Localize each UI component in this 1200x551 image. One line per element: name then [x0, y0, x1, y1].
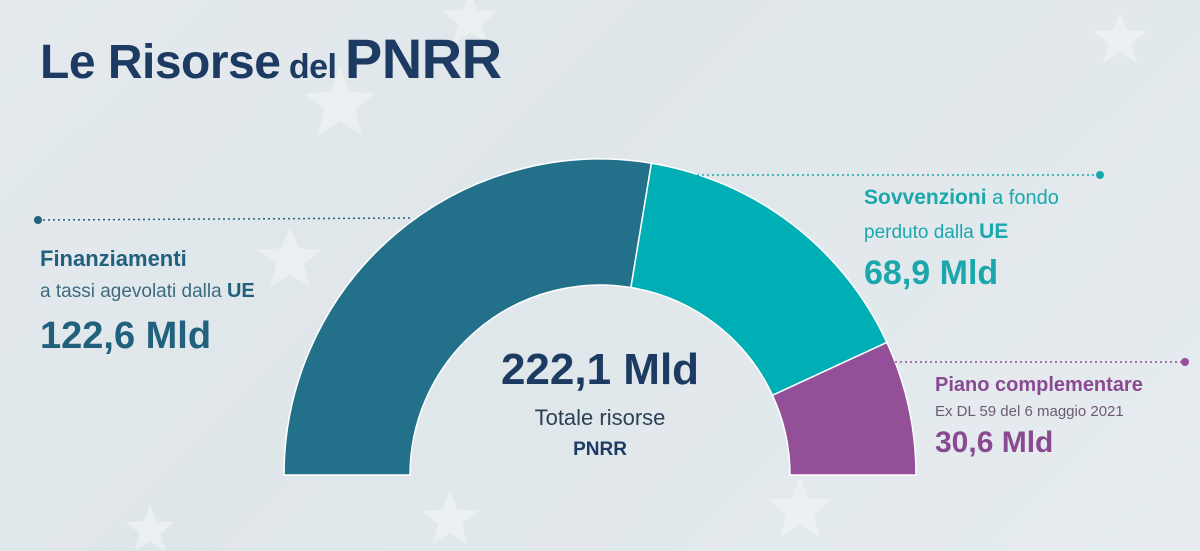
star-icon [767, 476, 833, 538]
total-label-line1: Totale risorse [534, 405, 666, 430]
fin-title: Finanziamenti [40, 246, 187, 271]
sov-title: Sovvenzioni a fondo [864, 186, 1059, 210]
leader-dot-sovvenzioni [1096, 171, 1104, 179]
label-piano-complementare: Piano complementare Ex DL 59 del 6 maggi… [935, 374, 1143, 460]
label-sovvenzioni: Sovvenzioni a fondo perduto dalla UE 68,… [864, 186, 1059, 293]
page-title: Le Risorse del PNRR [40, 26, 502, 91]
sov-subtitle-ue: UE [979, 220, 1009, 243]
fin-subtitle-ue: UE [226, 280, 255, 302]
pc-subtitle: Ex DL 59 del 6 maggio 2021 [935, 403, 1124, 420]
title-part1: Le Risorse [40, 36, 281, 89]
sov-title-text: a fondo [986, 187, 1059, 209]
sov-subtitle: perduto dalla UE [864, 220, 1059, 244]
leader-dot-piano [1181, 358, 1189, 366]
fin-value: 122,6 Mld [40, 315, 212, 357]
star-icon [441, 0, 499, 45]
star-icon [257, 226, 323, 288]
title-part3: PNRR [344, 27, 502, 90]
slice-piano-complementare [771, 341, 917, 476]
slice-finanziamenti [283, 158, 653, 476]
leader-dot-finanziamenti [34, 216, 42, 224]
total-value: 222,1 Mld [500, 345, 700, 394]
star-icon [303, 67, 377, 136]
total-label-line2: PNRR [573, 439, 627, 460]
star-icon [125, 504, 175, 551]
label-finanziamenti: Finanziamenti a tassi agevolati dalla UE… [40, 246, 255, 358]
fin-subtitle: a tassi agevolati dalla UE [40, 280, 255, 303]
leader-line-finanziamenti [37, 217, 413, 221]
sov-title-bold: Sovvenzioni [864, 186, 987, 209]
pc-title: Piano complementare [935, 374, 1143, 396]
sov-subtitle-text: perduto dalla [864, 222, 980, 243]
sov-value: 68,9 Mld [864, 254, 999, 292]
fin-subtitle-text: a tassi agevolati dalla [40, 281, 227, 302]
total-center: 222,1 Mld Totale risorse PNRR [420, 345, 780, 461]
star-icon [1093, 12, 1147, 63]
pc-value: 30,6 Mld [935, 426, 1054, 459]
star-icon [421, 490, 479, 545]
title-part2: del [288, 48, 337, 86]
